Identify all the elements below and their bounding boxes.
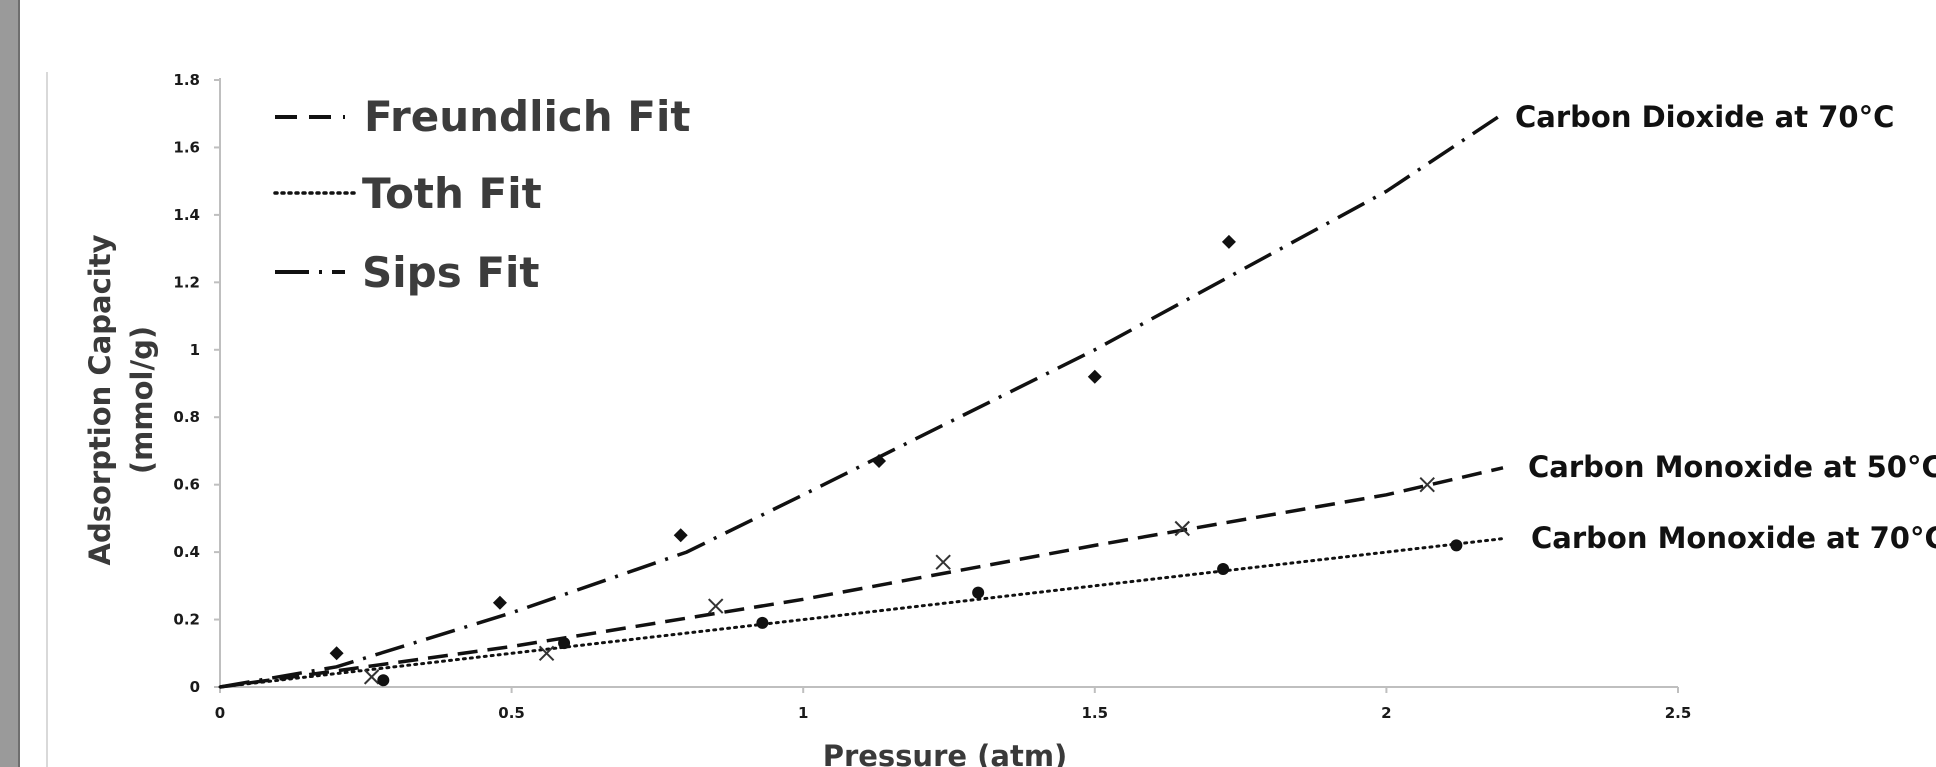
marker-circle <box>972 586 985 599</box>
x-tick-label: 2.5 <box>1665 704 1692 722</box>
fit-curve-series-1 <box>219 466 1504 689</box>
legend-sips-label: Sips Fit <box>362 248 540 297</box>
x-tick-label: 0 <box>215 704 225 722</box>
marker-x <box>708 598 724 614</box>
marker-x <box>363 669 380 685</box>
tick-labels: 0 0.2 0.4 0.6 0.8 1 1.2 1.4 1.6 1.8 0 0.5 1 1.5 2 2.5 <box>173 71 1691 722</box>
y-tick-label: 1.8 <box>173 71 200 89</box>
y-axis-title-group: Adsorption Capacity (mmol/g) <box>83 234 159 565</box>
marker-x <box>538 645 555 661</box>
x-axis-title: Pressure (atm) <box>823 739 1068 767</box>
legend: Freundlich Fit Toth Fit Sips Fit <box>273 92 690 297</box>
x-tick-label: 1.5 <box>1082 704 1109 722</box>
y-tick-label: 0.6 <box>173 476 200 494</box>
axes <box>214 78 1679 693</box>
data-markers <box>329 234 1463 687</box>
marker-diamond <box>492 595 507 610</box>
legend-toth-label: Toth Fit <box>362 169 542 218</box>
y-tick-label: 0 <box>190 678 200 696</box>
marker-x <box>1419 476 1435 493</box>
legend-freundlich-label: Freundlich Fit <box>364 92 690 141</box>
fit-curve-series-2 <box>218 537 1505 689</box>
marker-diamond <box>673 528 688 543</box>
y-tick-label: 0.4 <box>173 543 200 561</box>
marker-diamond <box>1221 234 1236 249</box>
marker-circle <box>756 616 769 629</box>
annotation-co-50c: Carbon Monoxide at 50°C <box>1528 450 1936 484</box>
marker-circle <box>558 637 571 650</box>
fit-curve-series-0 <box>219 112 1504 689</box>
marker-circle <box>1217 562 1230 575</box>
fit-curves <box>218 112 1505 689</box>
y-tick-label: 1.4 <box>173 206 200 224</box>
window-left-edge <box>0 0 20 767</box>
y-tick-label: 1 <box>190 341 200 359</box>
marker-x <box>935 554 951 570</box>
annotation-co-70c: Carbon Monoxide at 70°C <box>1531 521 1936 555</box>
y-tick-label: 0.2 <box>173 611 200 629</box>
y-axis-title-line-2: (mmol/g) <box>125 326 159 474</box>
marker-x <box>1174 520 1190 537</box>
marker-diamond <box>1087 369 1102 384</box>
y-tick-label: 0.8 <box>173 408 200 426</box>
annotation-co2-70c: Carbon Dioxide at 70°C <box>1515 100 1894 134</box>
marker-circle <box>377 674 390 687</box>
y-tick-label: 1.6 <box>173 138 200 156</box>
x-tick-label: 1 <box>798 704 808 722</box>
y-axis-title-line-1: Adsorption Capacity <box>83 234 117 565</box>
marker-diamond <box>329 646 344 661</box>
x-tick-label: 2 <box>1381 704 1391 722</box>
x-tick-label: 0.5 <box>498 704 525 722</box>
y-tick-label: 1.2 <box>173 273 200 291</box>
marker-circle <box>1450 539 1463 552</box>
marker-diamond <box>872 454 887 469</box>
